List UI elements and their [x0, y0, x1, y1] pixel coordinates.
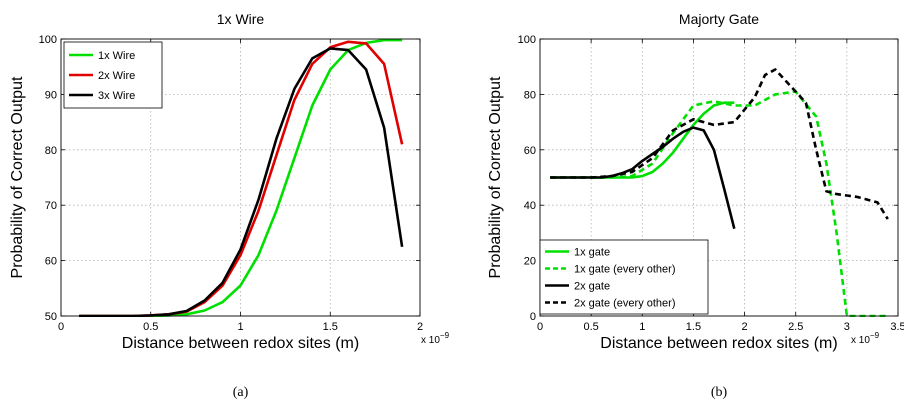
- series-line-2: [550, 90, 888, 317]
- x-axis-scale-factor: x 10−9: [851, 331, 880, 346]
- y-tick-label: 20: [524, 256, 536, 268]
- y-tick-label: 70: [45, 200, 57, 212]
- x-tick-label: 1.5: [323, 321, 338, 333]
- x-tick-label: 0.5: [143, 321, 158, 333]
- x-tick-label: 1.5: [686, 321, 701, 333]
- legend-label: 2x gate: [574, 281, 610, 293]
- axes-frame: [539, 38, 899, 317]
- x-tick-label: 2: [417, 321, 423, 333]
- y-tick-label: 50: [45, 311, 57, 323]
- legend-label: 3x Wire: [98, 90, 135, 102]
- y-tick-label: 80: [524, 89, 536, 101]
- legend-label: 2x Wire: [98, 70, 135, 82]
- series-group: [550, 68, 889, 317]
- legend-label: 1x Wire: [98, 50, 135, 62]
- y-tick-label: 60: [45, 256, 57, 268]
- series-line-4: [550, 68, 889, 220]
- chart-title: Majorty Gate: [679, 11, 759, 27]
- x-tick-label: 3.5: [890, 321, 904, 333]
- chart-panel-b: 0 0.5 1 1.5 2 2.5 3 3.5 0 20 40 60 80 100 1x gate 1x ga…: [487, 11, 904, 400]
- x-tick-label: 0: [58, 321, 64, 333]
- y-tick-label: 100: [518, 34, 536, 46]
- y-axis-label: Probability of Correct Output: [9, 76, 26, 278]
- x-tick-label: 0: [537, 321, 543, 333]
- x-axis-label: Distance between redox sites (m): [600, 335, 837, 352]
- y-tick-label: 0: [530, 311, 536, 323]
- x-axis-label: Distance between redox sites (m): [122, 335, 359, 352]
- chart-panel-a: 0 0.5 1 1.5 2 50 60 70 80 90 100 1x Wire 2x Wire 3x W…: [9, 11, 450, 400]
- x-tick-label: 2.5: [788, 321, 803, 333]
- legend-label: 1x gate (every other): [574, 264, 676, 276]
- y-tick-label: 60: [524, 145, 536, 157]
- chart-title: 1x Wire: [217, 11, 265, 27]
- x-tick-label: 3: [844, 321, 850, 333]
- x-tick-label: 2: [742, 321, 748, 333]
- panel-label: (b): [711, 385, 728, 400]
- x-tick-label: 1: [639, 321, 645, 333]
- legend-label: 2x gate (every other): [574, 298, 676, 310]
- y-tick-label: 80: [45, 145, 57, 157]
- panel-label: (a): [233, 385, 249, 400]
- y-tick-label: 90: [45, 89, 57, 101]
- axes-frame: [60, 38, 421, 317]
- legend-label: 1x gate: [574, 247, 610, 259]
- x-tick-label: 1: [237, 321, 243, 333]
- y-tick-label: 40: [524, 200, 536, 212]
- y-axis-label: Probability of Correct Output: [487, 76, 504, 278]
- x-axis-scale-factor: x 10−9: [421, 331, 450, 346]
- x-tick-label: 0.5: [583, 321, 598, 333]
- y-tick-label: 100: [39, 34, 57, 46]
